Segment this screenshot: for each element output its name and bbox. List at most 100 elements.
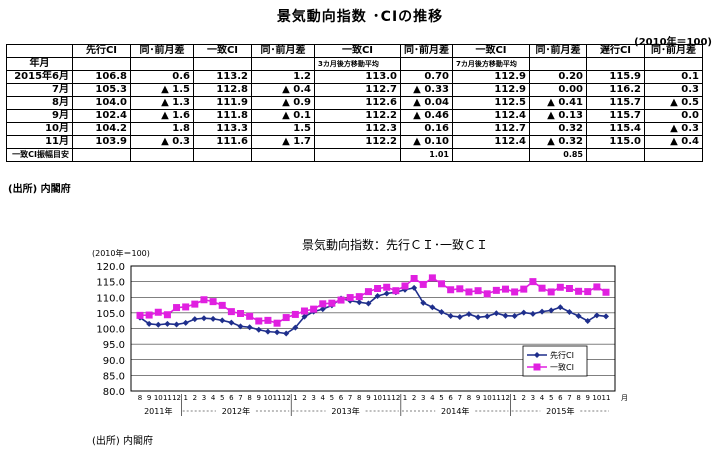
chart-series — [136, 274, 610, 337]
data-point — [401, 282, 409, 290]
y-tick-label: 85.0 — [103, 371, 125, 382]
data-point — [191, 300, 199, 308]
data-point — [210, 315, 217, 322]
data-point — [520, 285, 528, 293]
data-point — [465, 311, 472, 318]
data-point — [501, 285, 509, 293]
x-tick-label: 12 — [172, 394, 181, 402]
x-tick-label: 10 — [373, 394, 382, 402]
data-point — [292, 324, 299, 331]
x-tick-label: 4 — [211, 394, 216, 402]
data-point — [356, 299, 363, 306]
x-tick-label: 10 — [154, 394, 163, 402]
y-tick-label: 120.0 — [96, 262, 125, 273]
data-point — [246, 312, 254, 320]
data-point — [584, 288, 592, 296]
year-label: 2012年 — [222, 406, 250, 416]
data-point — [602, 288, 610, 296]
data-point — [163, 311, 171, 319]
table-row: 8月 104.0 ▲ 1.3 111.9 ▲ 0.9 112.6 ▲ 0.04 112.5 ▲ … — [6, 96, 703, 110]
data-point — [319, 306, 326, 313]
x-tick-label: 3 — [311, 394, 315, 402]
data-point — [483, 290, 491, 298]
data-point — [557, 304, 564, 311]
x-tick-label: 1 — [293, 394, 297, 402]
x-tick-label: 6 — [339, 394, 344, 402]
table-source-note: (出所) 内閣府 — [8, 184, 71, 195]
y-tick-label: 90.0 — [103, 356, 125, 367]
year-label: 2011年 — [144, 406, 172, 416]
chart-source-note: (出所) 内閣府 — [92, 436, 153, 447]
legend-marker — [534, 352, 540, 358]
y-tick-label: 95.0 — [103, 340, 125, 351]
data-point — [410, 275, 418, 282]
data-point — [374, 285, 382, 292]
table-cell — [644, 148, 703, 162]
data-point — [255, 326, 262, 333]
x-tick-label: 11 — [602, 394, 611, 402]
data-point — [456, 313, 463, 320]
x-tick-label: 11 — [492, 394, 501, 402]
data-point — [328, 299, 336, 307]
data-point — [539, 308, 546, 315]
y-tick-label: 115.0 — [96, 278, 125, 289]
x-tick-label: 2 — [522, 394, 526, 402]
data-point — [173, 321, 180, 328]
x-tick-label: 4 — [430, 394, 435, 402]
x-tick-label: 12 — [501, 394, 510, 402]
data-point — [365, 300, 372, 307]
chart-grid — [130, 265, 616, 392]
data-point — [218, 301, 226, 309]
data-point — [227, 308, 235, 316]
data-point — [146, 320, 153, 327]
data-point — [237, 310, 245, 317]
data-point — [428, 274, 436, 282]
data-point — [575, 287, 583, 295]
x-tick-label: 7 — [567, 394, 571, 402]
data-point — [300, 307, 308, 315]
x-tick-label: 1 — [512, 394, 516, 402]
data-point — [447, 286, 455, 294]
data-point — [182, 319, 189, 326]
data-point — [301, 313, 308, 320]
base-year-label: (2010年＝100) — [634, 37, 712, 48]
table-cell: 1.01 — [400, 148, 453, 162]
data-point — [155, 321, 162, 328]
x-tick-label: 8 — [357, 394, 361, 402]
x-tick-label: 8 — [576, 394, 580, 402]
data-point — [547, 288, 555, 296]
x-tick-label: 4 — [540, 394, 545, 402]
year-label: 2013年 — [331, 406, 359, 416]
data-point — [200, 315, 207, 322]
legend-label: 一致CI — [550, 362, 574, 372]
x-tick-label: 4 — [321, 394, 326, 402]
x-tick-label: 10 — [483, 394, 492, 402]
x-tick-label: 2 — [193, 394, 197, 402]
data-point — [529, 310, 536, 317]
x-tick-label: 2 — [412, 394, 416, 402]
data-point — [520, 309, 527, 316]
x-tick-label: 8 — [467, 394, 471, 402]
data-point — [228, 319, 235, 326]
data-point — [411, 284, 418, 291]
data-point — [474, 287, 482, 295]
data-point — [364, 288, 372, 296]
x-tick-label: 5 — [330, 394, 334, 402]
data-point — [584, 318, 591, 324]
data-point — [283, 330, 290, 337]
data-point — [346, 294, 354, 302]
data-point — [565, 285, 573, 292]
data-point — [575, 313, 582, 319]
data-point — [593, 283, 601, 291]
data-point — [291, 310, 299, 318]
x-tick-label: 11 — [273, 394, 282, 402]
data-point — [337, 296, 345, 304]
data-point — [255, 317, 263, 325]
data-point — [145, 311, 153, 319]
chart-axes: 120.0 115.0 110.0 105.0 100.0 95.0 90.0 85.0 80.… — [96, 262, 628, 416]
data-point — [209, 298, 217, 306]
x-tick-label: 5 — [439, 394, 443, 402]
x-tick-label: 1 — [403, 394, 407, 402]
data-point — [274, 329, 281, 336]
